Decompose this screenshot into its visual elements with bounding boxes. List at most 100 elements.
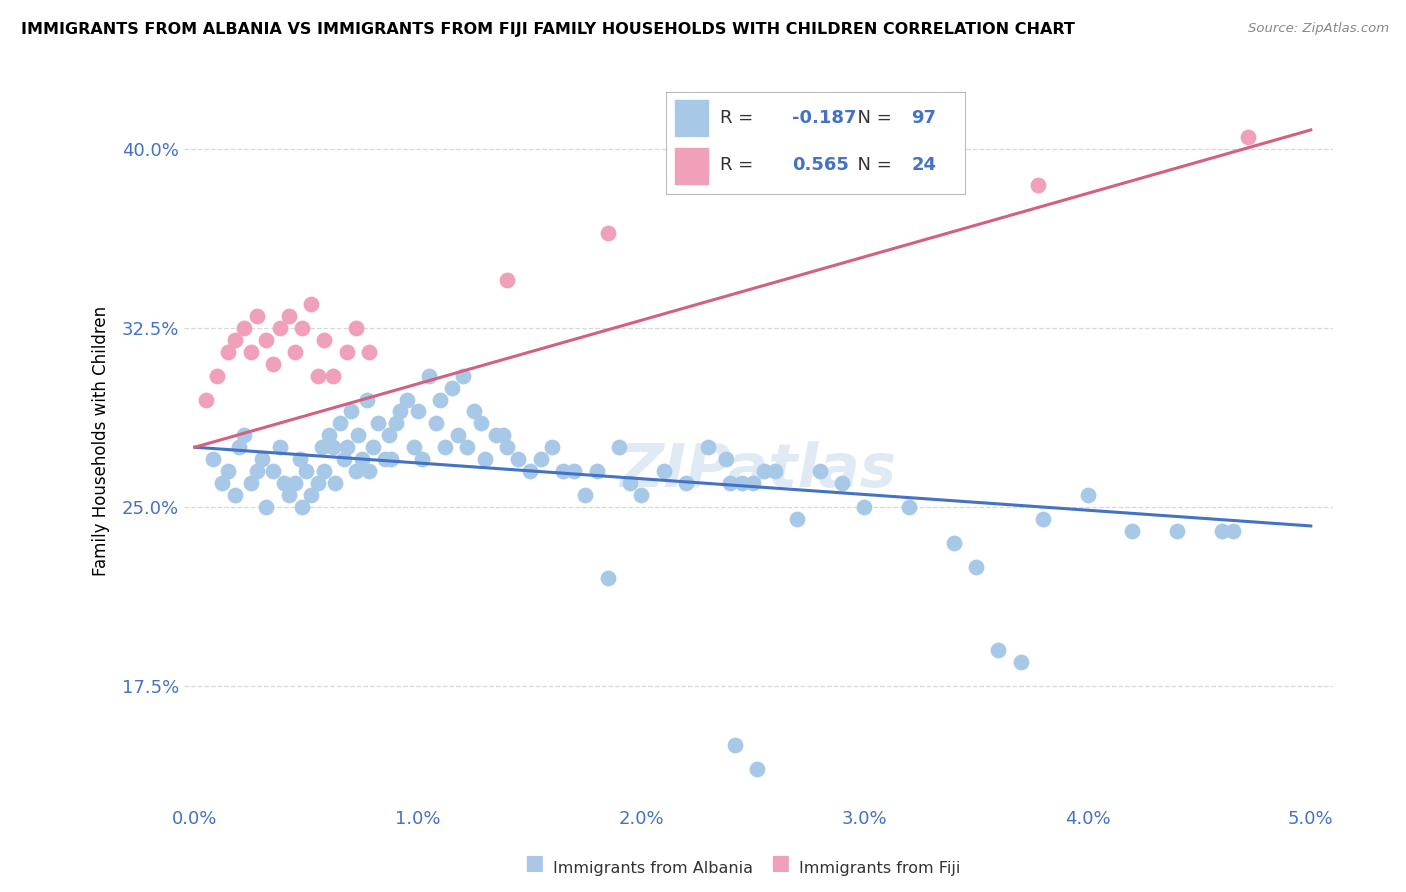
Point xyxy=(433,440,456,454)
Point xyxy=(519,464,541,478)
Point xyxy=(239,475,262,490)
Point xyxy=(697,440,720,454)
Point xyxy=(291,321,314,335)
Point xyxy=(322,440,344,454)
Text: Immigrants from Fiji: Immigrants from Fiji xyxy=(799,861,960,876)
Point xyxy=(1121,524,1143,538)
Point xyxy=(596,571,619,585)
Point xyxy=(853,500,876,514)
Point xyxy=(1166,524,1188,538)
Point xyxy=(314,464,336,478)
Point xyxy=(340,404,363,418)
Point xyxy=(329,417,352,431)
Point xyxy=(574,488,596,502)
Point xyxy=(451,368,474,383)
Point xyxy=(336,440,359,454)
Point xyxy=(463,404,485,418)
Point xyxy=(411,452,433,467)
Point xyxy=(333,452,356,467)
Point xyxy=(357,344,380,359)
Point xyxy=(508,452,530,467)
Point xyxy=(418,368,440,383)
Point xyxy=(380,452,402,467)
Point xyxy=(336,344,359,359)
Point xyxy=(262,357,284,371)
Point xyxy=(724,739,747,753)
Point xyxy=(367,417,389,431)
Point xyxy=(224,333,246,347)
Text: IMMIGRANTS FROM ALBANIA VS IMMIGRANTS FROM FIJI FAMILY HOUSEHOLDS WITH CHILDREN : IMMIGRANTS FROM ALBANIA VS IMMIGRANTS FR… xyxy=(21,22,1076,37)
Point xyxy=(228,440,250,454)
Point xyxy=(541,440,564,454)
Point xyxy=(254,333,277,347)
Point xyxy=(357,464,380,478)
Point xyxy=(741,475,763,490)
Point xyxy=(211,475,233,490)
Point xyxy=(395,392,418,407)
Point xyxy=(288,452,311,467)
Point xyxy=(808,464,831,478)
Point xyxy=(232,428,254,442)
Point xyxy=(269,440,291,454)
Point xyxy=(217,344,239,359)
Point xyxy=(195,392,218,407)
Point xyxy=(763,464,786,478)
Point xyxy=(269,321,291,335)
Point xyxy=(284,344,307,359)
Point xyxy=(596,226,619,240)
Point xyxy=(344,321,367,335)
Point xyxy=(344,464,367,478)
Point xyxy=(246,464,269,478)
Point xyxy=(318,428,340,442)
Point xyxy=(1028,178,1050,192)
Point xyxy=(630,488,652,502)
Point xyxy=(389,404,412,418)
Point xyxy=(262,464,284,478)
Point xyxy=(314,333,336,347)
Point xyxy=(239,344,262,359)
Point xyxy=(378,428,401,442)
Point xyxy=(447,428,470,442)
Text: ■: ■ xyxy=(524,854,544,873)
Point xyxy=(217,464,239,478)
Point xyxy=(363,440,385,454)
Point xyxy=(585,464,607,478)
Point xyxy=(1237,130,1260,145)
Point xyxy=(205,368,228,383)
Point xyxy=(496,273,519,287)
Point xyxy=(295,464,318,478)
Point xyxy=(1222,524,1244,538)
Point xyxy=(470,417,492,431)
Point xyxy=(652,464,675,478)
Point xyxy=(356,392,378,407)
Point xyxy=(747,762,769,776)
Point xyxy=(551,464,574,478)
Point xyxy=(675,475,697,490)
Point xyxy=(942,535,965,549)
Point xyxy=(474,452,496,467)
Point xyxy=(402,440,425,454)
Point xyxy=(232,321,254,335)
Point xyxy=(485,428,508,442)
Point xyxy=(607,440,630,454)
Point xyxy=(1010,655,1032,669)
Point xyxy=(786,512,808,526)
Point xyxy=(277,309,299,323)
Point xyxy=(714,452,737,467)
Point xyxy=(299,488,322,502)
Point xyxy=(246,309,269,323)
Point xyxy=(224,488,246,502)
Point xyxy=(530,452,553,467)
Point xyxy=(284,475,307,490)
Point xyxy=(374,452,396,467)
Y-axis label: Family Households with Children: Family Households with Children xyxy=(93,306,110,576)
Point xyxy=(322,368,344,383)
Point xyxy=(291,500,314,514)
Point xyxy=(429,392,451,407)
Point xyxy=(987,643,1010,657)
Point xyxy=(250,452,273,467)
Point xyxy=(201,452,224,467)
Point xyxy=(325,475,347,490)
Point xyxy=(307,475,329,490)
Point xyxy=(562,464,585,478)
